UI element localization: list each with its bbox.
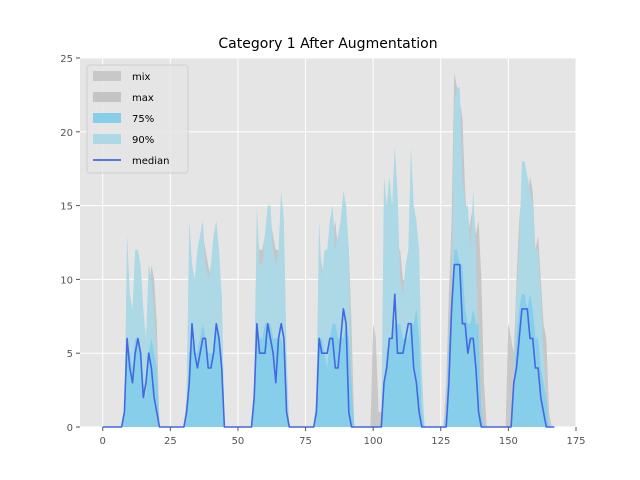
x-tick-label-2: 50 (232, 436, 245, 447)
legend-swatch-max (93, 92, 121, 102)
y-tick-label-4: 20 (60, 128, 73, 139)
x-tick-label-4: 100 (364, 436, 383, 447)
legend: mix max 75% 90% median (86, 64, 189, 174)
x-tick-label-3: 75 (299, 436, 312, 447)
legend-label-p90: 90% (132, 135, 154, 146)
y-tick-label-0: 0 (67, 423, 73, 434)
x-tick-label-5: 125 (431, 436, 450, 447)
legend-label-p75: 75% (132, 114, 154, 125)
y-tick-label-3: 15 (60, 202, 73, 213)
y-axis: 0 5 10 15 20 25 (60, 54, 80, 434)
chart-title: Category 1 After Augmentation (218, 36, 437, 52)
y-tick-label-2: 10 (60, 275, 73, 286)
x-tick-label-6: 150 (499, 436, 518, 447)
legend-label-max: max (132, 93, 154, 104)
p75-area (102, 249, 555, 427)
legend-label-mix: mix (132, 72, 151, 83)
x-tick-label-1: 25 (164, 436, 177, 447)
legend-swatch-p75 (93, 113, 121, 123)
legend-swatch-p90 (93, 134, 121, 144)
legend-swatch-mix (93, 71, 121, 81)
y-tick-label-1: 5 (67, 349, 73, 360)
median-line-layer (102, 263, 555, 428)
x-tick-label-7: 175 (566, 436, 585, 447)
legend-label-median: median (132, 156, 170, 167)
median-line (102, 263, 555, 428)
y-tick-label-5: 25 (60, 54, 73, 65)
x-axis: 0 25 50 75 100 125 150 175 (100, 427, 586, 447)
x-tick-label-0: 0 (100, 436, 106, 447)
